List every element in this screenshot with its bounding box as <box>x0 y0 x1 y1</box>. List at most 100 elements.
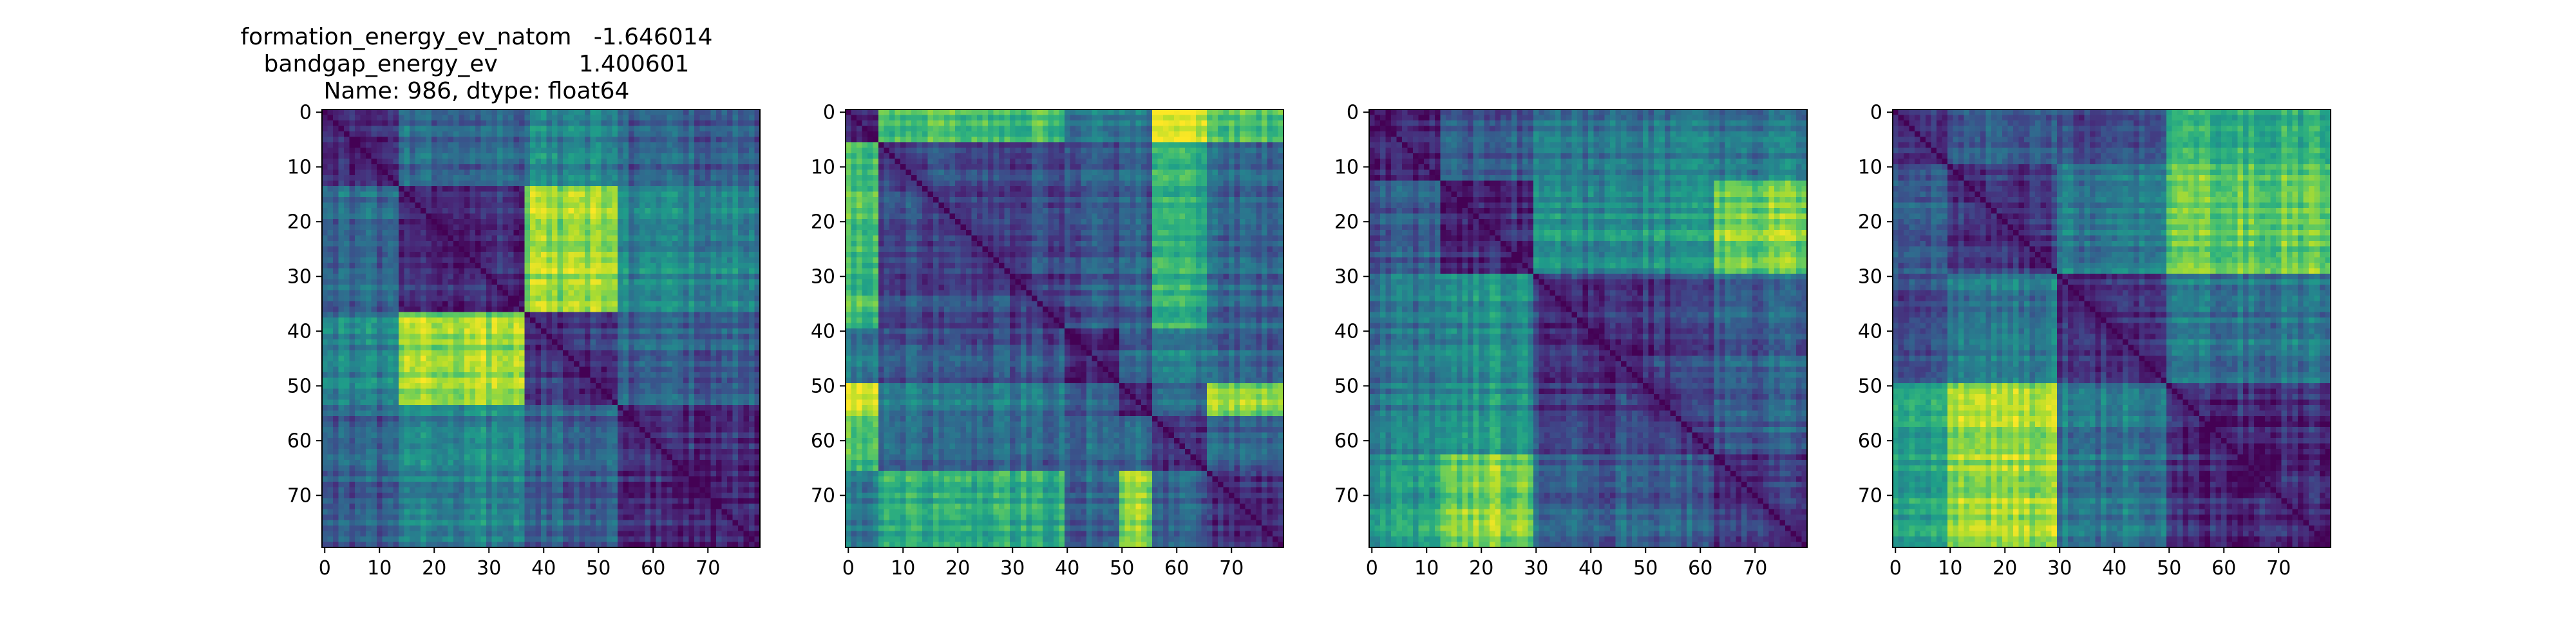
heatmap-cell <box>667 159 673 165</box>
heatmap-cell <box>421 394 426 400</box>
heatmap-cell <box>716 405 722 411</box>
heatmap-cell <box>481 339 487 345</box>
heatmap-cell <box>607 312 612 318</box>
heatmap-cell <box>377 181 383 187</box>
heatmap-cell <box>514 328 520 334</box>
heatmap-cell <box>672 378 678 384</box>
heatmap-cell <box>744 444 750 450</box>
heatmap-cell <box>393 328 399 334</box>
heatmap-cell <box>530 279 536 285</box>
heatmap-cell <box>399 416 404 422</box>
heatmap-cell <box>372 131 377 137</box>
heatmap-cell <box>700 328 706 334</box>
heatmap-cell <box>612 153 618 159</box>
heatmap-cell <box>738 323 744 329</box>
heatmap-cell <box>727 356 733 362</box>
heatmap-cell <box>448 328 454 334</box>
heatmap-cell <box>519 170 525 176</box>
heatmap-cell <box>437 433 443 439</box>
heatmap-cell <box>689 208 695 214</box>
heatmap-cell <box>339 427 345 433</box>
heatmap-cell <box>344 203 350 209</box>
heatmap-cell <box>711 422 717 428</box>
heatmap-cell <box>585 153 591 159</box>
heatmap-cell <box>678 433 684 439</box>
heatmap-cell <box>733 192 739 198</box>
heatmap-cell <box>612 400 618 406</box>
heatmap-cell <box>733 405 739 411</box>
heatmap-cell <box>470 164 476 170</box>
heatmap-cell <box>596 345 601 351</box>
heatmap-cell <box>530 115 536 121</box>
heatmap-cell <box>344 153 350 159</box>
heatmap-cell <box>464 422 470 428</box>
heatmap-cell <box>475 170 481 176</box>
heatmap-cell <box>650 416 656 422</box>
heatmap-cell <box>492 438 498 444</box>
heatmap-cell <box>344 296 350 301</box>
heatmap-cell <box>426 241 432 247</box>
heatmap-cell <box>536 323 542 329</box>
heatmap-cell <box>656 181 662 187</box>
heatmap-cell <box>536 203 542 209</box>
heatmap-cell <box>672 241 678 247</box>
heatmap-cell <box>607 301 612 307</box>
heatmap-cell <box>580 372 585 378</box>
heatmap-cell <box>470 389 476 395</box>
heatmap-cell <box>623 279 629 285</box>
heatmap-cell <box>558 241 564 247</box>
heatmap-cell <box>486 317 492 323</box>
heatmap-cell <box>727 153 733 159</box>
heatmap-cell <box>322 126 328 132</box>
heatmap-cell <box>459 175 465 181</box>
heatmap-cell <box>415 433 421 439</box>
heatmap-cell <box>629 153 634 159</box>
heatmap-cell <box>377 339 383 345</box>
heatmap-cell <box>525 405 531 411</box>
heatmap-cell <box>366 175 372 181</box>
heatmap-cell <box>393 126 399 132</box>
heatmap-cell <box>350 170 355 176</box>
heatmap-cell <box>694 339 700 345</box>
heatmap-cell <box>585 274 591 279</box>
heatmap-cell <box>339 411 345 417</box>
heatmap-cell <box>591 269 596 274</box>
heatmap-cell <box>470 109 476 115</box>
heatmap-cell <box>519 301 525 307</box>
heatmap-cell <box>585 307 591 312</box>
heatmap-cell <box>623 317 629 323</box>
heatmap-cell <box>574 109 580 115</box>
heatmap-cell <box>333 148 339 154</box>
heatmap-cell <box>591 258 596 263</box>
heatmap-cell <box>623 269 629 274</box>
heatmap-cell <box>350 449 355 455</box>
heatmap-cell <box>388 269 393 274</box>
heatmap-cell <box>421 153 426 159</box>
heatmap-cell <box>705 170 711 176</box>
heatmap-cell <box>623 186 629 192</box>
heatmap-cell <box>580 181 585 187</box>
heatmap-cell <box>618 323 623 329</box>
heatmap-cell <box>601 416 607 422</box>
heatmap-cell <box>547 219 553 225</box>
heatmap-cell <box>514 285 520 290</box>
heatmap-cell <box>355 296 361 301</box>
heatmap-cell <box>634 378 640 384</box>
heatmap-cell <box>503 258 509 263</box>
heatmap-cell <box>716 389 722 395</box>
heatmap-cell <box>481 230 487 236</box>
heatmap-cell <box>339 208 345 214</box>
heatmap-cell <box>569 367 574 373</box>
heatmap-cell <box>339 225 345 231</box>
heatmap-cell <box>558 367 564 373</box>
heatmap-cell <box>683 137 689 143</box>
heatmap-cell <box>344 367 350 373</box>
heatmap-cell <box>558 416 564 422</box>
heatmap-cell <box>705 225 711 231</box>
heatmap-cell <box>344 438 350 444</box>
heatmap-cell <box>437 247 443 252</box>
heatmap-cell <box>355 383 361 389</box>
heatmap-cell <box>322 203 328 209</box>
heatmap-cell <box>711 192 717 198</box>
heatmap-cell <box>694 279 700 285</box>
